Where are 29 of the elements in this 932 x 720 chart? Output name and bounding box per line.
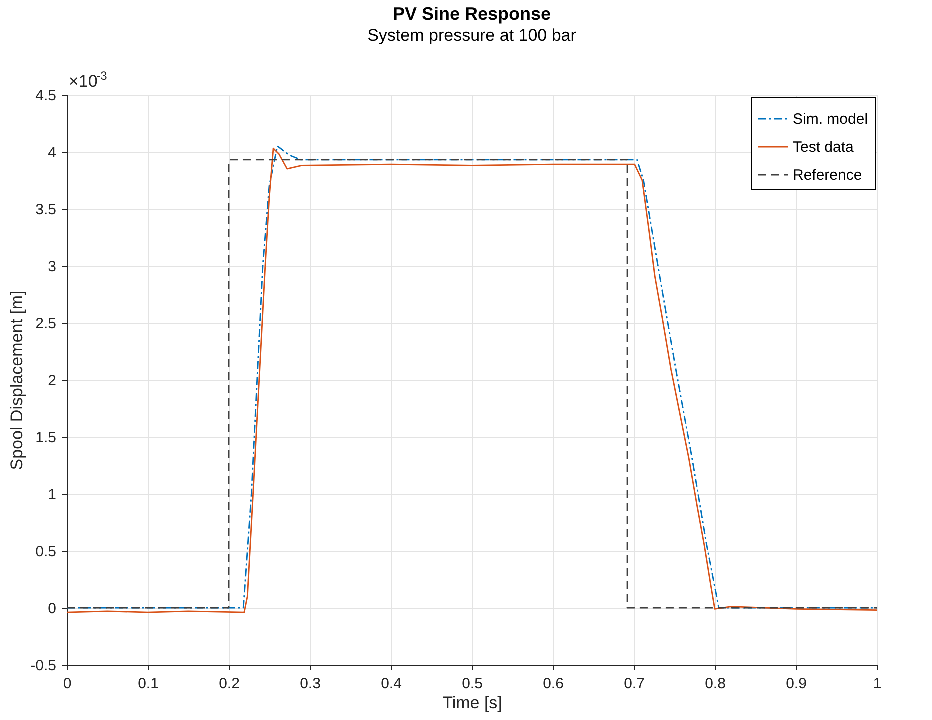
y-tick-label: 0.5: [36, 544, 56, 560]
chart-title: PV Sine Response: [392, 4, 552, 24]
legend-label: Test data: [793, 139, 855, 156]
x-tick-label: 0.2: [219, 676, 240, 692]
y-tick-label: 2: [48, 372, 56, 390]
x-tick-label: 0.4: [381, 676, 402, 692]
x-tick-label: 1: [873, 676, 882, 692]
x-tick-label: 0.8: [705, 676, 726, 692]
y-tick-label: 4.5: [36, 88, 56, 104]
y-tick-label: 2.5: [36, 316, 56, 332]
y-axis-title: Spool Displacement [m]: [8, 290, 27, 470]
y-tick-label: 3.5: [36, 202, 56, 218]
legend-label: Sim. model: [793, 111, 868, 128]
x-tick-label: 0.9: [786, 676, 807, 692]
x-axis-title: Time [s]: [442, 694, 502, 712]
x-tick-label: 0.7: [624, 676, 645, 692]
x-tick-label: 0.1: [138, 676, 159, 692]
y-tick-label: 3: [48, 258, 56, 276]
y-tick-label: 1: [48, 486, 56, 504]
y-tick-label: 1.5: [36, 430, 56, 446]
y-tick-label: 4: [48, 144, 56, 162]
legend-label: Reference: [793, 167, 862, 184]
y-tick-label: 0: [48, 600, 56, 618]
x-tick-label: 0: [63, 676, 72, 692]
x-tick-label: 0.5: [462, 676, 483, 692]
x-tick-label: 0.3: [300, 676, 321, 692]
chart-subtitle: System pressure at 100 bar: [368, 26, 577, 45]
y-tick-label: -0.5: [30, 658, 56, 674]
x-tick-label: 0.6: [543, 676, 564, 692]
